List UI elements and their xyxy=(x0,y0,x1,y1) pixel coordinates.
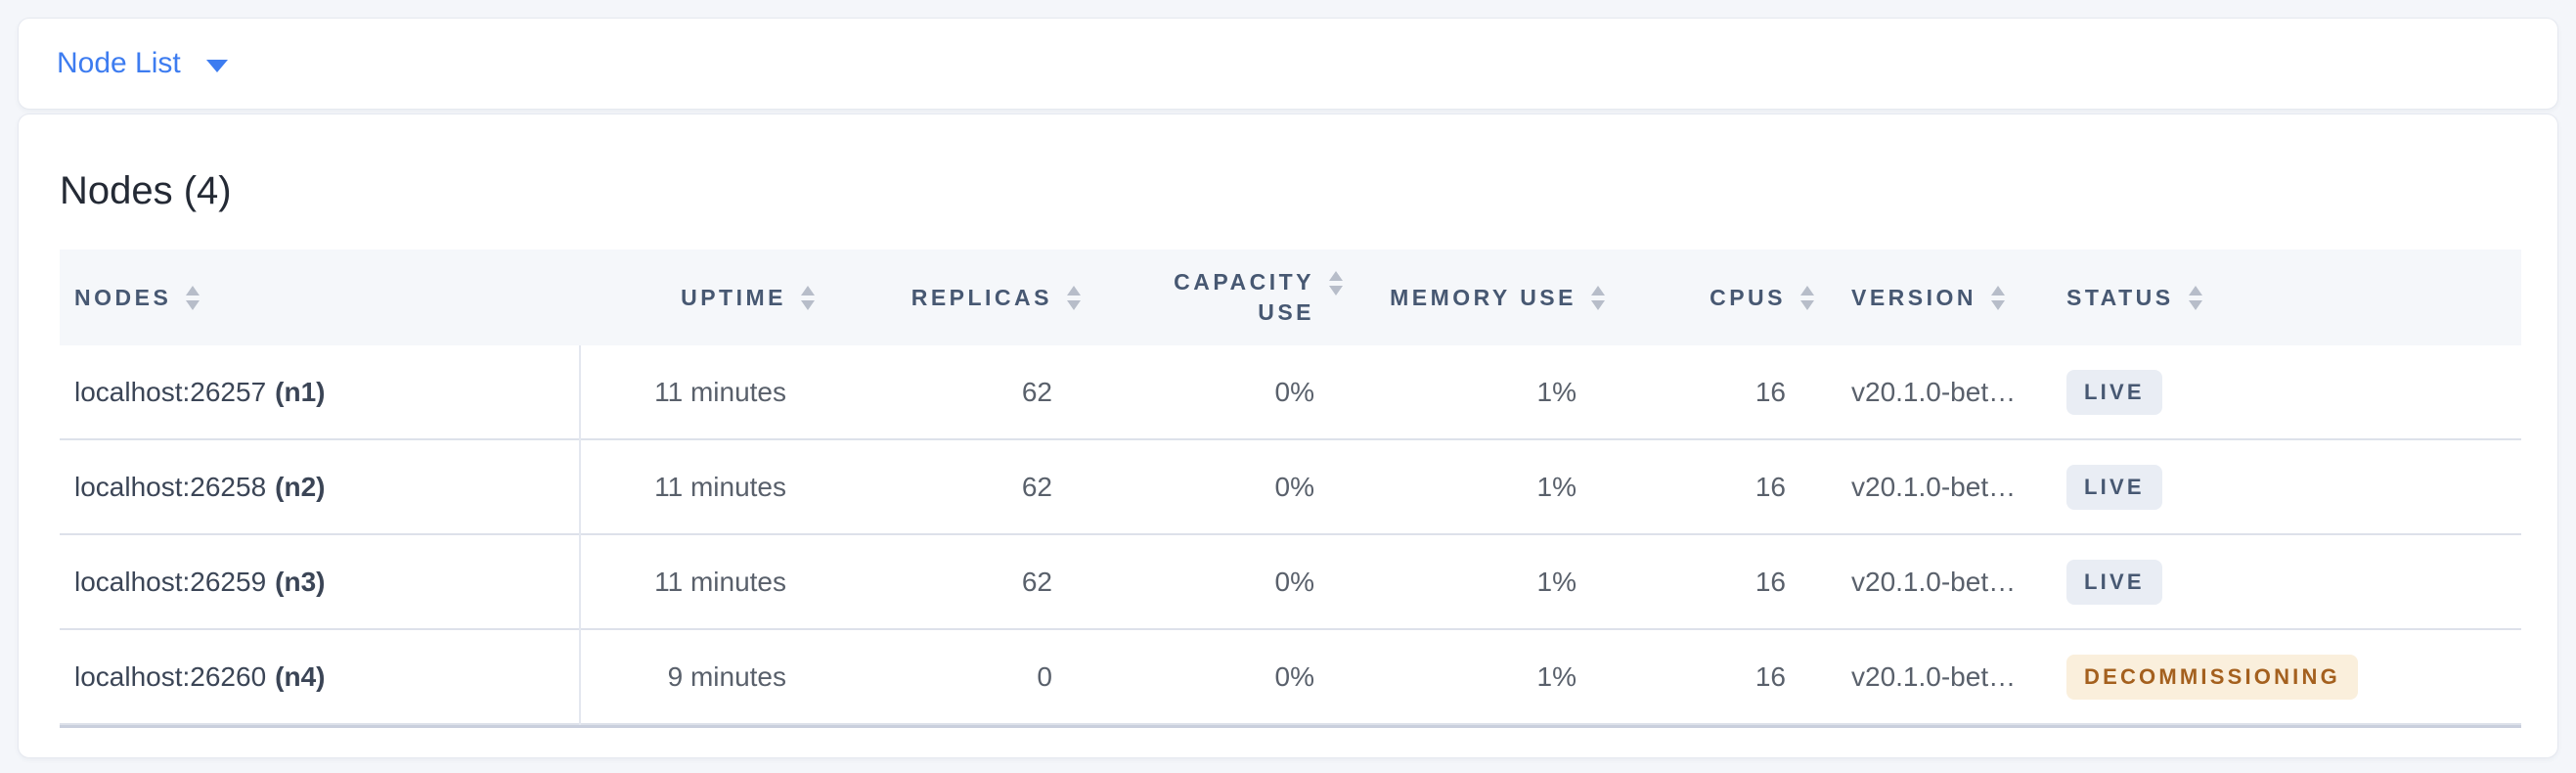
sort-arrows-icon xyxy=(1067,285,1081,310)
table-row: localhost:26257 (n1) 11 minutes 62 0% 1% … xyxy=(60,345,2521,440)
column-header-version[interactable]: VERSION xyxy=(1822,250,2053,345)
sort-arrows-icon xyxy=(1591,285,1605,310)
replicas-cell: 62 xyxy=(1021,376,1052,407)
memory-use-cell: 1% xyxy=(1536,471,1577,502)
node-id: (n2) xyxy=(275,471,326,502)
status-badge: LIVE xyxy=(2066,464,2162,510)
panel-title: Nodes (4) xyxy=(60,169,232,212)
status-cell: LIVE xyxy=(2053,345,2521,438)
memory-use-cell: 1% xyxy=(1536,660,1577,692)
memory-use-cell: 1% xyxy=(1536,566,1577,597)
sort-arrows-icon xyxy=(1329,271,1343,296)
node-id: (n1) xyxy=(275,376,326,407)
table-row: localhost:26259 (n3) 11 minutes 62 0% 1% … xyxy=(60,535,2521,630)
capacity-use-cell: 0% xyxy=(1274,471,1314,502)
uptime-cell: 11 minutes xyxy=(654,471,786,502)
sort-arrows-icon xyxy=(186,285,200,310)
capacity-use-cell: 0% xyxy=(1274,660,1314,692)
version-cell: v20.1.0-bet… xyxy=(1851,660,2017,692)
status-cell: LIVE xyxy=(2053,535,2521,628)
sort-arrows-icon xyxy=(1800,285,1814,310)
capacity-use-cell: 0% xyxy=(1274,566,1314,597)
cpus-cell: 16 xyxy=(1754,376,1786,407)
table-row: localhost:26258 (n2) 11 minutes 62 0% 1% … xyxy=(60,440,2521,535)
cpus-cell: 16 xyxy=(1754,566,1786,597)
replicas-cell: 62 xyxy=(1021,566,1052,597)
status-cell: DECOMMISSIONING xyxy=(2053,630,2521,723)
status-badge: DECOMMISSIONING xyxy=(2066,654,2358,700)
column-header-uptime[interactable]: UPTIME xyxy=(579,250,822,345)
version-cell: v20.1.0-bet… xyxy=(1851,471,2017,502)
sort-arrows-icon xyxy=(1991,285,2006,310)
sort-arrows-icon xyxy=(801,285,815,310)
nodes-panel: Nodes (4) NODES UPTIME REPLICAS CAPACITY… xyxy=(18,114,2558,758)
view-selector-label: Node List xyxy=(57,47,181,79)
page-header-bar: Node List xyxy=(18,18,2558,110)
replicas-cell: 0 xyxy=(1037,660,1052,692)
cpus-cell: 16 xyxy=(1754,660,1786,692)
nodes-table: NODES UPTIME REPLICAS CAPACITY USE MEMOR… xyxy=(60,250,2521,728)
view-selector-dropdown[interactable]: Node List xyxy=(57,47,228,80)
uptime-cell: 9 minutes xyxy=(667,660,786,692)
node-address-cell: localhost:26260 (n4) xyxy=(74,660,326,692)
status-badge: LIVE xyxy=(2066,369,2162,415)
node-address-cell: localhost:26257 (n1) xyxy=(74,376,326,407)
sort-arrows-icon xyxy=(2188,285,2202,310)
version-cell: v20.1.0-bet… xyxy=(1851,566,2017,597)
cpus-cell: 16 xyxy=(1754,471,1786,502)
column-header-replicas[interactable]: REPLICAS xyxy=(822,250,1088,345)
node-address-cell: localhost:26258 (n2) xyxy=(74,471,326,502)
node-id: (n4) xyxy=(275,660,326,692)
uptime-cell: 11 minutes xyxy=(654,376,786,407)
column-divider xyxy=(579,345,581,725)
node-address-cell: localhost:26259 (n3) xyxy=(74,566,326,597)
caret-down-icon xyxy=(205,59,228,72)
status-badge: LIVE xyxy=(2066,559,2162,605)
status-cell: LIVE xyxy=(2053,440,2521,533)
table-row: localhost:26260 (n4) 9 minutes 0 0% 1% 16… xyxy=(60,630,2521,725)
version-cell: v20.1.0-bet… xyxy=(1851,376,2017,407)
column-header-cpus[interactable]: CPUS xyxy=(1613,250,1822,345)
replicas-cell: 62 xyxy=(1021,471,1052,502)
uptime-cell: 11 minutes xyxy=(654,566,786,597)
capacity-use-cell: 0% xyxy=(1274,376,1314,407)
column-header-status[interactable]: STATUS xyxy=(2053,250,2521,345)
node-id: (n3) xyxy=(275,566,326,597)
column-header-memory-use[interactable]: MEMORY USE xyxy=(1351,250,1613,345)
table-header-row: NODES UPTIME REPLICAS CAPACITY USE MEMOR… xyxy=(60,250,2521,345)
memory-use-cell: 1% xyxy=(1536,376,1577,407)
column-header-nodes[interactable]: NODES xyxy=(60,250,579,345)
table-bottom-border xyxy=(60,725,2521,728)
column-header-capacity-use[interactable]: CAPACITY USE xyxy=(1088,250,1351,345)
